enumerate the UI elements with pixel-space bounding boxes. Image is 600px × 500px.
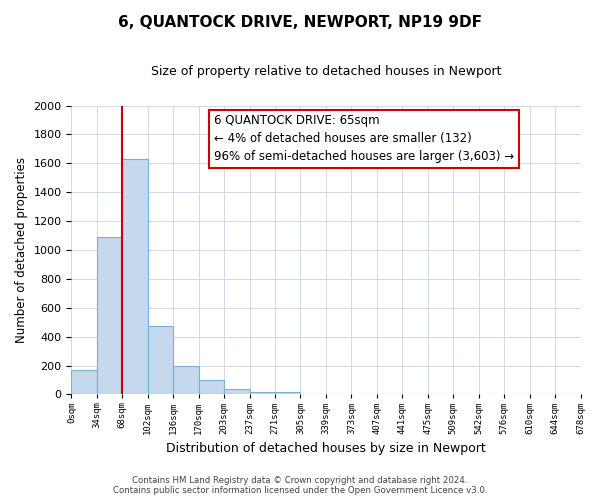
Bar xyxy=(71,370,97,394)
Bar xyxy=(199,380,224,394)
Bar xyxy=(97,237,122,394)
Text: 6 QUANTOCK DRIVE: 65sqm
← 4% of detached houses are smaller (132)
96% of semi-de: 6 QUANTOCK DRIVE: 65sqm ← 4% of detached… xyxy=(214,114,514,163)
X-axis label: Distribution of detached houses by size in Newport: Distribution of detached houses by size … xyxy=(166,442,486,455)
Bar xyxy=(148,326,173,394)
Text: 6, QUANTOCK DRIVE, NEWPORT, NP19 9DF: 6, QUANTOCK DRIVE, NEWPORT, NP19 9DF xyxy=(118,15,482,30)
Bar xyxy=(173,366,199,394)
Bar xyxy=(224,390,250,394)
Bar xyxy=(275,392,301,394)
Bar xyxy=(250,392,275,394)
Bar xyxy=(122,159,148,394)
Y-axis label: Number of detached properties: Number of detached properties xyxy=(15,157,28,343)
Title: Size of property relative to detached houses in Newport: Size of property relative to detached ho… xyxy=(151,65,501,78)
Text: Contains HM Land Registry data © Crown copyright and database right 2024.
Contai: Contains HM Land Registry data © Crown c… xyxy=(113,476,487,495)
